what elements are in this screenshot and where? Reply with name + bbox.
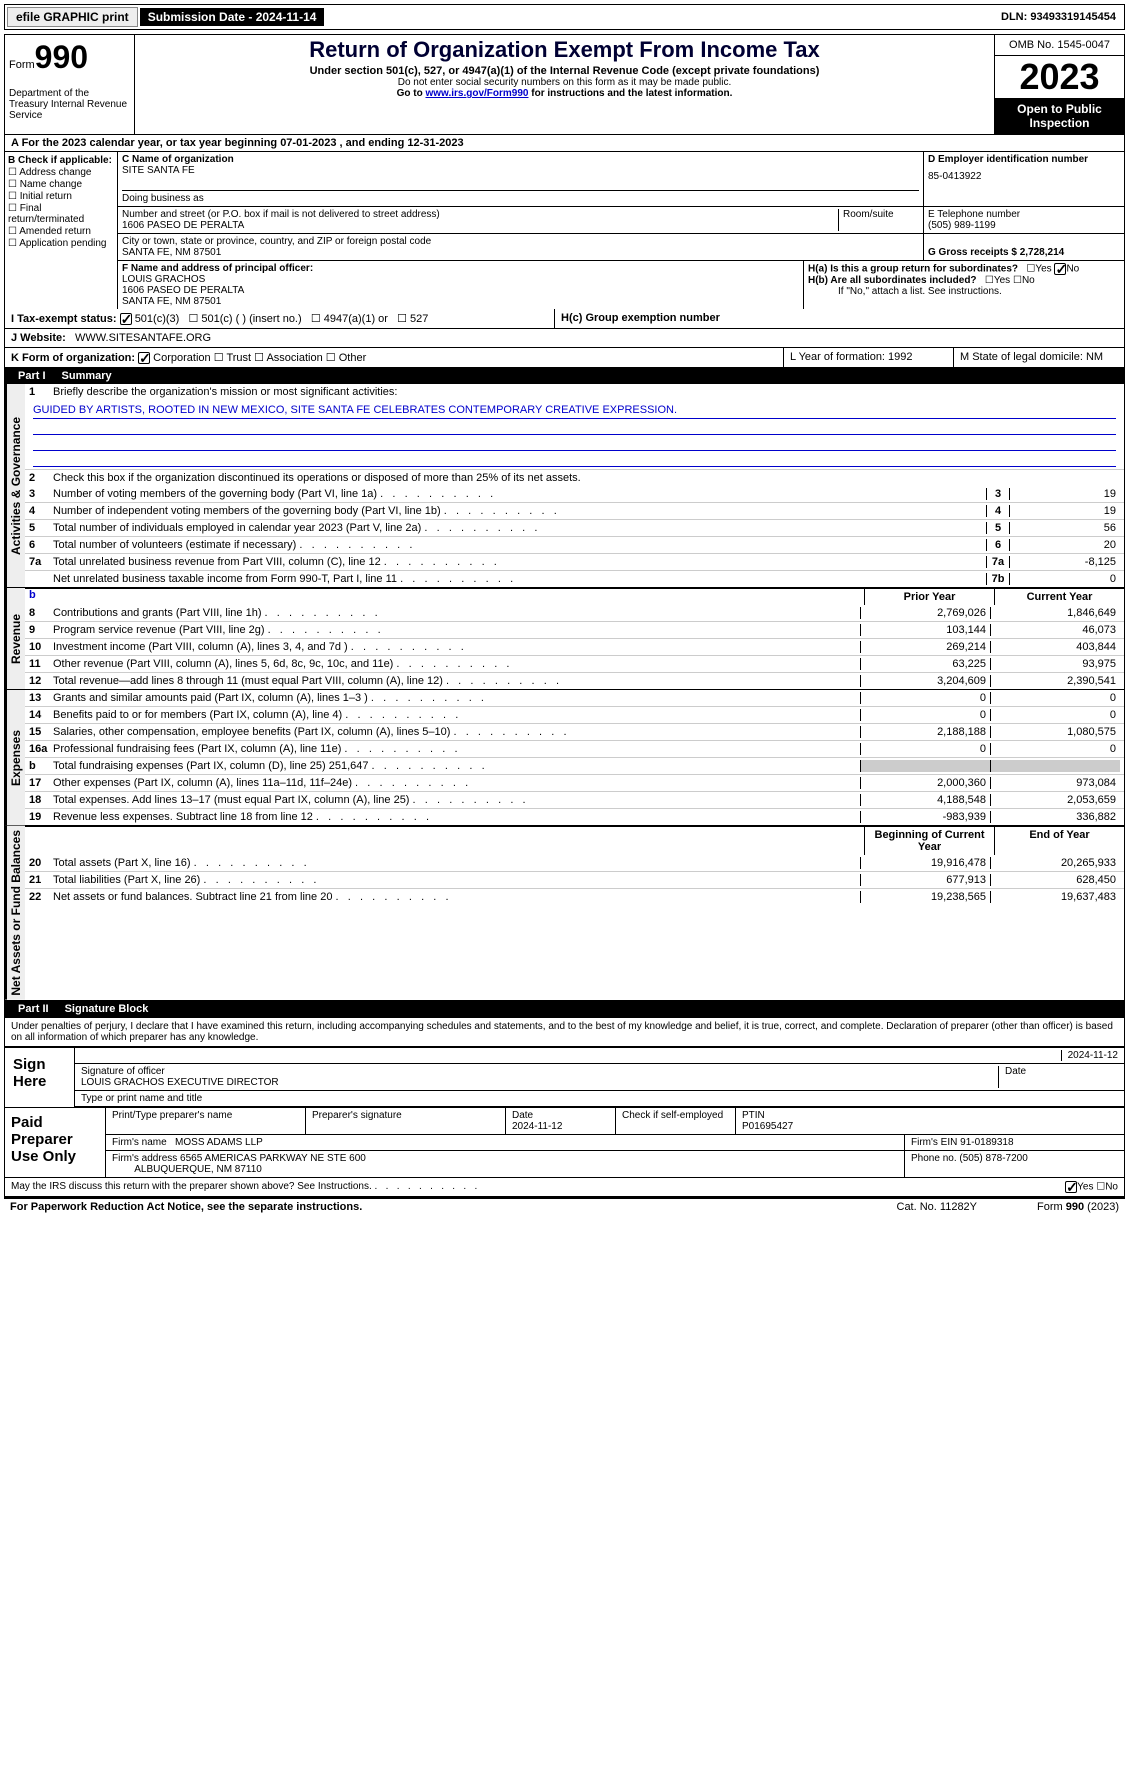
chk-address-change[interactable]: ☐ Address change <box>8 167 114 178</box>
phone: (505) 989-1199 <box>928 220 1120 231</box>
checkbox-icon <box>1054 263 1066 275</box>
data-line: 8Contributions and grants (Part VIII, li… <box>25 605 1124 621</box>
data-line: 22Net assets or fund balances. Subtract … <box>25 888 1124 905</box>
netassets-section: Net Assets or Fund Balances Beginning of… <box>4 826 1125 1001</box>
gov-line: 5Total number of individuals employed in… <box>25 519 1124 536</box>
chk-application-pending[interactable]: ☐ Application pending <box>8 238 114 249</box>
website-row: J Website: WWW.SITESANTAFE.ORG <box>4 329 1125 348</box>
data-line: 19Revenue less expenses. Subtract line 1… <box>25 808 1124 825</box>
form-subtitle: Under section 501(c), 527, or 4947(a)(1)… <box>143 65 986 77</box>
goto-line: Go to www.irs.gov/Form990 for instructio… <box>143 88 986 99</box>
gov-line: Net unrelated business taxable income fr… <box>25 570 1124 587</box>
tax-year: 2023 <box>995 56 1124 98</box>
ptin: P01695427 <box>742 1121 793 1132</box>
checkbox-icon <box>120 313 132 325</box>
chk-initial-return[interactable]: ☐ Initial return <box>8 191 114 202</box>
firm-name: MOSS ADAMS LLP <box>175 1137 263 1148</box>
data-line: 11Other revenue (Part VIII, column (A), … <box>25 655 1124 672</box>
data-line: 12Total revenue—add lines 8 through 11 (… <box>25 672 1124 689</box>
firm-ein: 91-0189318 <box>960 1137 1013 1148</box>
gov-line: 4Number of independent voting members of… <box>25 502 1124 519</box>
org-name: SITE SANTA FE <box>122 165 919 176</box>
h-b: H(b) Are all subordinates included? ☐Yes… <box>808 275 1120 286</box>
header-boxes: B Check if applicable: ☐ Address change … <box>4 152 1125 309</box>
omb-number: OMB No. 1545-0047 <box>995 35 1124 56</box>
chk-final-return[interactable]: ☐ Final return/terminated <box>8 203 114 225</box>
revenue-section: Revenue bPrior YearCurrent Year 8Contrib… <box>4 588 1125 690</box>
submission-date: Submission Date - 2024-11-14 <box>140 8 325 26</box>
city-state-zip: SANTA FE, NM 87501 <box>122 247 919 258</box>
ssn-note: Do not enter social security numbers on … <box>143 77 986 88</box>
data-line: 13Grants and similar amounts paid (Part … <box>25 690 1124 706</box>
open-inspection: Open to Public Inspection <box>995 98 1124 134</box>
data-line: 10Investment income (Part VIII, column (… <box>25 638 1124 655</box>
tax-status-row: I Tax-exempt status: 501(c)(3) ☐ 501(c) … <box>4 309 1125 329</box>
ein: 85-0413922 <box>928 171 1120 182</box>
checkbox-icon <box>138 352 150 364</box>
gov-line: 3Number of voting members of the governi… <box>25 486 1124 502</box>
data-line: 16aProfessional fundraising fees (Part I… <box>25 740 1124 757</box>
form-title: Return of Organization Exempt From Incom… <box>143 37 986 63</box>
part1-header: Part ISummary <box>4 368 1125 384</box>
h-a: H(a) Is this a group return for subordin… <box>808 263 1120 275</box>
gross-receipts: G Gross receipts $ 2,728,214 <box>928 247 1064 258</box>
form-number: Form990 <box>9 39 130 76</box>
gov-line: 7aTotal unrelated business revenue from … <box>25 553 1124 570</box>
form-org-row: K Form of organization: Corporation ☐ Tr… <box>4 348 1125 368</box>
irs-link[interactable]: www.irs.gov/Form990 <box>425 88 528 99</box>
data-line: 17Other expenses (Part IX, column (A), l… <box>25 774 1124 791</box>
form-header: Form990 Department of the Treasury Inter… <box>4 34 1125 135</box>
paid-preparer-label: Paid Preparer Use Only <box>5 1108 105 1177</box>
dln: DLN: 93493319145454 <box>993 9 1124 25</box>
chk-name-change[interactable]: ☐ Name change <box>8 179 114 190</box>
website-url[interactable]: WWW.SITESANTAFE.ORG <box>75 332 211 344</box>
b-marker: b <box>25 589 864 605</box>
data-line: 14Benefits paid to or for members (Part … <box>25 706 1124 723</box>
page-footer: For Paperwork Reduction Act Notice, see … <box>4 1197 1125 1215</box>
department: Department of the Treasury Internal Reve… <box>9 88 130 121</box>
checkbox-icon <box>1065 1181 1077 1193</box>
governance-section: Activities & Governance 1Briefly describ… <box>4 384 1125 588</box>
chk-amended-return[interactable]: ☐ Amended return <box>8 226 114 237</box>
mission-text: GUIDED BY ARTISTS, ROOTED IN NEW MEXICO,… <box>33 402 1116 419</box>
data-line: 20Total assets (Part X, line 16)19,916,4… <box>25 855 1124 871</box>
row-a-tax-year: A For the 2023 calendar year, or tax yea… <box>4 135 1125 152</box>
topbar: efile GRAPHIC print Submission Date - 20… <box>4 4 1125 30</box>
data-line: 21Total liabilities (Part X, line 26)677… <box>25 871 1124 888</box>
gov-line: 6Total number of volunteers (estimate if… <box>25 536 1124 553</box>
street-address: 1606 PASEO DE PERALTA <box>122 220 838 231</box>
part2-header: Part IISignature Block <box>4 1001 1125 1017</box>
data-line: 9Program service revenue (Part VIII, lin… <box>25 621 1124 638</box>
form-ref: Form 990 (2023) <box>1037 1201 1119 1213</box>
box-b: B Check if applicable: ☐ Address change … <box>5 152 118 309</box>
expenses-section: Expenses 13Grants and similar amounts pa… <box>4 690 1125 826</box>
signature-block: Under penalties of perjury, I declare th… <box>4 1017 1125 1197</box>
firm-phone: (505) 878-7200 <box>959 1153 1027 1164</box>
officer-name: LOUIS GRACHOS <box>122 274 799 285</box>
data-line: bTotal fundraising expenses (Part IX, co… <box>25 757 1124 774</box>
officer-signature: LOUIS GRACHOS EXECUTIVE DIRECTOR <box>81 1077 279 1088</box>
data-line: 18Total expenses. Add lines 13–17 (must … <box>25 791 1124 808</box>
data-line: 15Salaries, other compensation, employee… <box>25 723 1124 740</box>
efile-print-button[interactable]: efile GRAPHIC print <box>7 7 138 27</box>
